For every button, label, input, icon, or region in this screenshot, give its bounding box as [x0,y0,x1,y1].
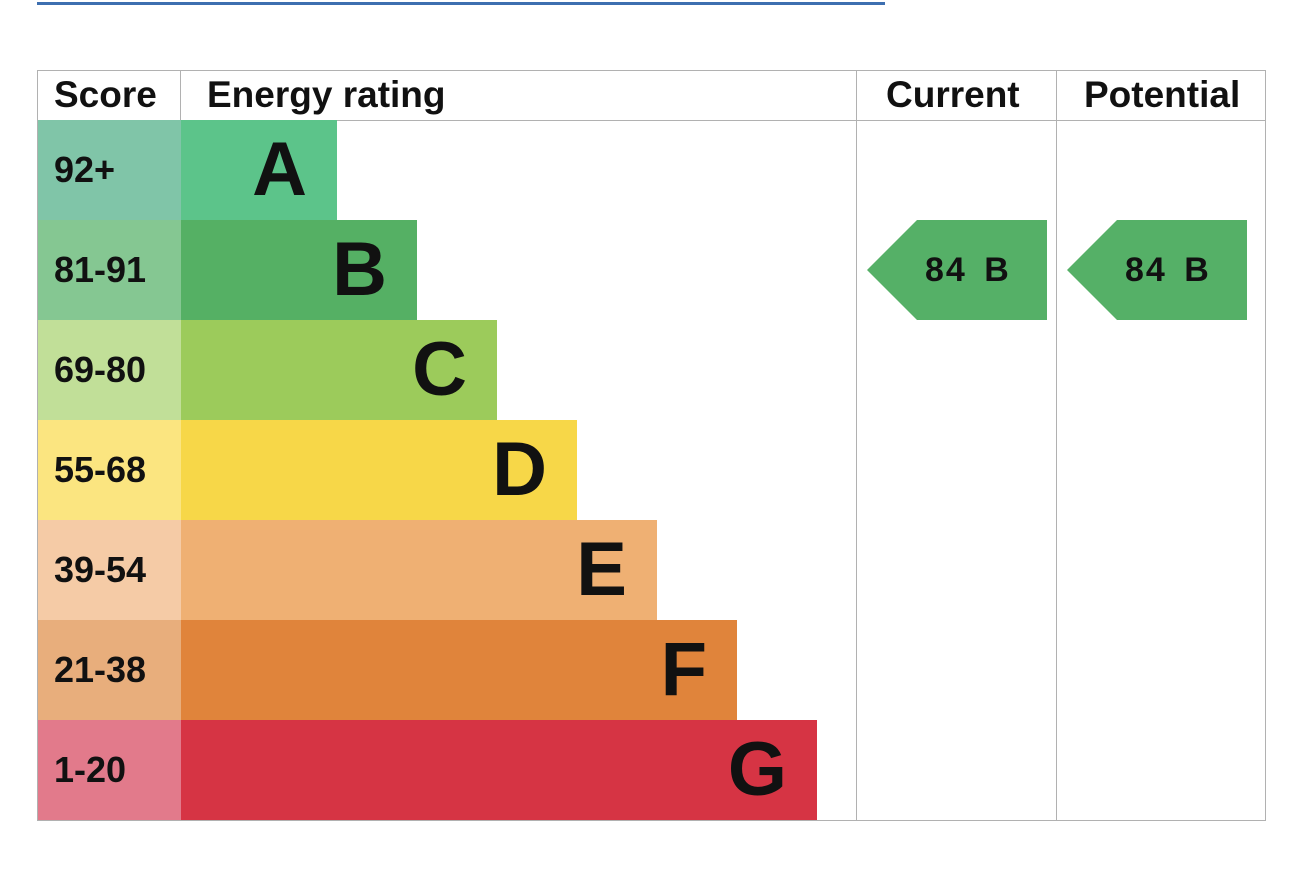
divider [37,120,1266,121]
header-energy-rating: Energy rating [207,74,446,115]
rating-bar-g: G [181,720,817,820]
potential-rating-arrow: 84 B [1067,220,1247,320]
rating-bar-c: C [181,320,497,420]
divider [1056,70,1057,821]
header-current: Current [886,74,1020,115]
rating-bar-d: D [181,420,577,520]
energy-rating-table [37,70,1266,821]
current-rating-arrow: 84 B [867,220,1047,320]
rating-bar-f: F [181,620,737,720]
rating-bar-b: B [181,220,417,320]
potential-rating-label: 84 B [1125,251,1211,289]
clipped-link-underline[interactable] [37,2,885,5]
current-rating-label: 84 B [925,251,1011,289]
rating-bar-a: A [181,120,337,220]
score-range-c: 69-80 [38,320,181,420]
divider [856,70,857,821]
rating-bar-e: E [181,520,657,620]
score-range-f: 21-38 [38,620,181,720]
score-range-g: 1-20 [38,720,181,820]
score-range-b: 81-91 [38,220,181,320]
score-range-e: 39-54 [38,520,181,620]
score-range-d: 55-68 [38,420,181,520]
header-score: Score [54,74,157,115]
header-potential: Potential [1084,74,1241,115]
score-range-a: 92+ [38,120,181,220]
